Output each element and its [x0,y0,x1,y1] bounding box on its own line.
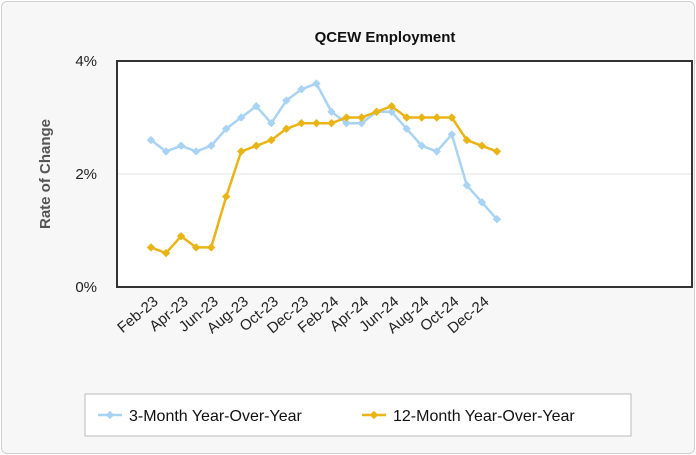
data-point[interactable] [206,243,216,252]
plot-border [116,60,693,288]
series-1 [146,79,502,224]
data-point[interactable] [176,141,186,150]
legend-label: 3-Month Year-Over-Year [129,408,303,425]
data-point[interactable] [312,118,321,128]
data-point[interactable] [447,113,456,122]
data-point[interactable] [297,85,306,94]
data-point[interactable] [327,107,336,117]
data-point[interactable] [237,113,246,122]
y-tick-label: 0% [75,279,97,296]
data-point[interactable] [267,135,276,145]
data-point[interactable] [417,141,426,150]
y-tick-labels: 0% 2% 4% [75,53,97,296]
legend-marker [369,410,379,420]
series-layer [146,79,502,258]
data-point[interactable] [372,107,381,117]
y-tick-label: 4% [75,53,97,70]
legend: 3-Month Year-Over-Year 12-Month Year-Over… [98,408,575,425]
data-point[interactable] [206,141,216,150]
data-point[interactable] [477,198,487,207]
data-point[interactable] [342,113,351,122]
legend-item[interactable]: 3-Month Year-Over-Year [98,408,303,425]
data-point[interactable] [161,147,171,156]
data-point[interactable] [342,118,351,128]
data-point[interactable] [462,135,472,145]
x-tick-labels: Feb-23Apr-23Jun-23Aug-23Oct-23Dec-23Feb-… [114,293,492,337]
data-point[interactable] [492,215,502,224]
data-point[interactable] [191,147,201,156]
data-point[interactable] [312,79,321,88]
legend-box [84,393,632,437]
data-point[interactable] [492,147,502,156]
data-point[interactable] [161,248,171,258]
data-point[interactable] [252,102,261,111]
chart-title: QCEW Employment [315,29,456,46]
data-point[interactable] [402,124,411,133]
legend-label: 12-Month Year-Over-Year [393,408,575,425]
legend-marker [105,410,115,420]
data-point[interactable] [176,231,186,241]
data-point[interactable] [387,107,396,117]
data-point[interactable] [222,124,231,133]
series-2 [146,102,502,258]
data-point[interactable] [146,243,156,252]
data-point[interactable] [222,192,231,201]
data-point[interactable] [297,118,306,128]
data-point[interactable] [447,130,456,139]
data-point[interactable] [146,135,156,145]
data-point[interactable] [432,113,441,122]
data-point[interactable] [417,113,426,122]
data-point[interactable] [402,113,411,122]
data-point[interactable] [237,147,246,156]
data-point[interactable] [387,102,396,111]
data-point[interactable] [432,147,441,156]
data-point[interactable] [252,141,261,150]
legend-item[interactable]: 12-Month Year-Over-Year [362,408,575,425]
data-point[interactable] [357,118,366,128]
data-point[interactable] [282,124,291,133]
y-axis-label: Rate of Change [37,119,54,229]
y-tick-label: 2% [75,166,97,183]
data-point[interactable] [477,141,487,150]
data-point[interactable] [327,118,336,128]
data-point[interactable] [462,181,472,190]
data-point[interactable] [191,243,201,252]
data-point[interactable] [267,118,276,128]
data-point[interactable] [357,113,366,122]
data-point[interactable] [282,96,291,105]
